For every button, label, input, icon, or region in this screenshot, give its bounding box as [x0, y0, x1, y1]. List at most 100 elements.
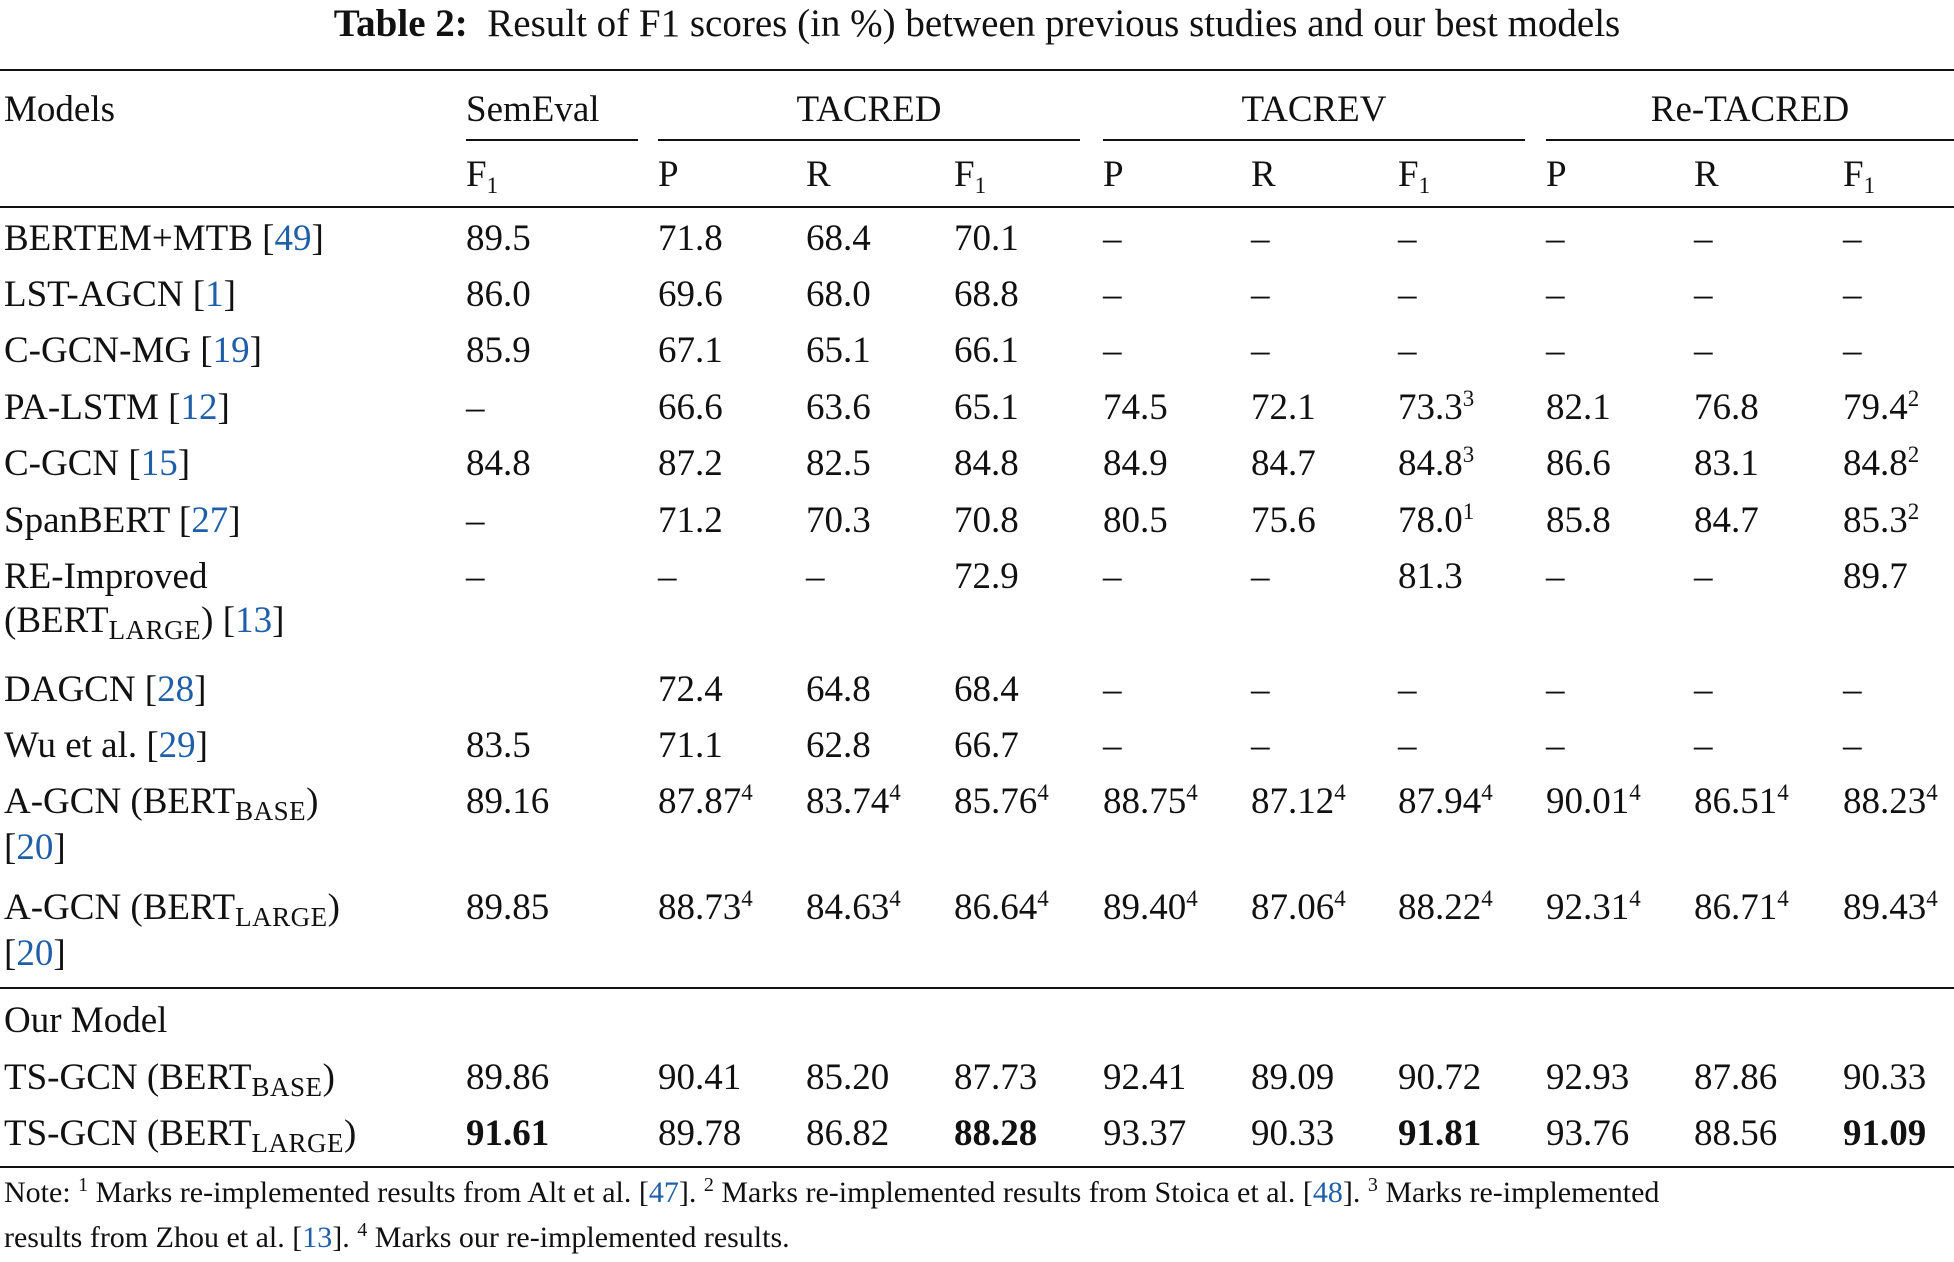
table-cell: 93.76 — [1546, 1112, 1629, 1156]
cell-value: – — [1694, 330, 1713, 371]
table-cell: – — [1103, 555, 1122, 599]
table-cell: – — [1251, 668, 1270, 712]
cell-value: 89.86 — [466, 1057, 550, 1098]
tacrev-underline — [1103, 139, 1525, 141]
cell-value: 86.51 — [1694, 781, 1778, 822]
table-cell: 84.82 — [1843, 442, 1919, 490]
citation-link[interactable]: 28 — [157, 669, 195, 710]
cell-value: – — [1843, 218, 1862, 259]
top-rule — [0, 69, 1954, 71]
model-name: C-GCN-MG [19] — [4, 329, 262, 373]
cell-superscript: 4 — [1629, 780, 1641, 805]
table-cell: 79.42 — [1843, 386, 1919, 434]
metric-f-subscript: 1 — [1418, 173, 1431, 198]
cell-value: 71.8 — [658, 218, 723, 259]
model-name-line2-post: ) [ — [201, 600, 236, 641]
table-cell: 68.0 — [806, 273, 871, 317]
cell-value: 87.2 — [658, 443, 723, 484]
cell-superscript: 4 — [1334, 886, 1346, 911]
table-cell: 71.8 — [658, 217, 723, 261]
cell-superscript: 4 — [889, 886, 901, 911]
table-cell: 81.3 — [1398, 555, 1463, 599]
table-cell: 70.3 — [806, 499, 871, 543]
table-cell: 85.32 — [1843, 499, 1919, 547]
citation-link[interactable]: 20 — [16, 827, 54, 868]
cell-value: 70.8 — [954, 500, 1019, 541]
table-cell: 88.734 — [658, 886, 753, 934]
citation-link[interactable]: 49 — [274, 218, 312, 259]
table-cell: – — [1251, 724, 1270, 768]
cell-superscript: 4 — [1037, 780, 1049, 805]
model-name-text: LST-AGCN [ — [4, 274, 206, 315]
citation-link[interactable]: 19 — [212, 330, 250, 371]
model-name-text: A-GCN (BERT — [4, 887, 236, 928]
cell-value: 65.1 — [954, 387, 1019, 428]
citation-link[interactable]: 29 — [158, 725, 196, 766]
table-cell: 90.41 — [658, 1056, 741, 1100]
table-cell: – — [1398, 217, 1417, 261]
cell-value: – — [1843, 330, 1862, 371]
citation-close: ] — [249, 330, 262, 371]
citation-close: ] — [53, 933, 66, 974]
note-ref-48[interactable]: 48 — [1312, 1176, 1343, 1209]
cell-value: 68.4 — [806, 218, 871, 259]
cell-value: – — [1103, 274, 1122, 315]
note-marker-2: 2 — [703, 1174, 714, 1196]
header-tacrev: TACREV — [1241, 89, 1387, 130]
table-cell: 87.124 — [1251, 780, 1346, 828]
table-cell: 62.8 — [806, 724, 871, 768]
cell-value: – — [1694, 274, 1713, 315]
table-cell: 84.7 — [1251, 442, 1316, 486]
note-prefix: Note: — [4, 1176, 79, 1209]
metric-f-letter: F — [1398, 154, 1419, 195]
model-name-text: SpanBERT [ — [4, 500, 192, 541]
note-ref-47[interactable]: 47 — [648, 1176, 679, 1209]
table-cell: 66.7 — [954, 724, 1019, 768]
table-cell: 89.78 — [658, 1112, 741, 1156]
table-cell: 87.2 — [658, 442, 723, 486]
citation-close: ] — [223, 274, 236, 315]
table-cell: – — [1103, 724, 1122, 768]
cell-value: 85.9 — [466, 330, 531, 371]
table-cell: 72.4 — [658, 668, 723, 712]
citation-link[interactable]: 15 — [140, 443, 178, 484]
table-cell: 67.1 — [658, 329, 723, 373]
cell-superscript: 4 — [1926, 780, 1938, 805]
table-cell: – — [1546, 329, 1565, 373]
table-cell: 66.1 — [954, 329, 1019, 373]
table-caption: Table 2: Result of F1 scores (in %) betw… — [0, 0, 1954, 48]
table-cell: – — [806, 555, 825, 599]
cell-value: – — [466, 387, 485, 428]
cell-value: 72.9 — [954, 556, 1019, 597]
model-name: Wu et al. [29] — [4, 724, 208, 768]
cell-superscript: 2 — [1907, 386, 1920, 411]
table-cell: – — [1694, 668, 1713, 712]
citation-link[interactable]: 12 — [180, 387, 218, 428]
model-name: BERTEM+MTB [49] — [4, 217, 324, 261]
retacred-underline — [1546, 139, 1954, 141]
table-cell: 68.4 — [806, 217, 871, 261]
citation-link[interactable]: 1 — [205, 274, 224, 315]
cell-value: 91.09 — [1843, 1113, 1927, 1154]
note-marker-4: 4 — [357, 1219, 368, 1241]
citation-link[interactable]: 13 — [235, 600, 273, 641]
note-ref-13[interactable]: 13 — [302, 1221, 333, 1254]
table-cell: 89.16 — [466, 780, 549, 824]
cell-superscript: 1 — [1462, 499, 1475, 524]
cell-value: 71.2 — [658, 500, 723, 541]
header-tacred: TACRED — [796, 89, 942, 130]
cell-value: – — [1251, 669, 1270, 710]
metric-f-subscript: 1 — [974, 173, 987, 198]
table-cell: 85.8 — [1546, 499, 1611, 543]
cell-value: 65.1 — [806, 330, 871, 371]
cell-value: – — [1251, 274, 1270, 315]
citation-link[interactable]: 20 — [16, 933, 54, 974]
model-name: A-GCN (BERTLARGE) [20] — [4, 886, 340, 976]
model-name-line2: [ — [4, 933, 17, 974]
table-cell: 86.514 — [1694, 780, 1789, 828]
table-cell: 89.85 — [466, 886, 549, 930]
citation-close: ] — [217, 387, 230, 428]
table-cell: – — [1103, 668, 1122, 712]
note-text-4: Marks our re-implemented results. — [367, 1221, 790, 1254]
citation-link[interactable]: 27 — [191, 500, 229, 541]
